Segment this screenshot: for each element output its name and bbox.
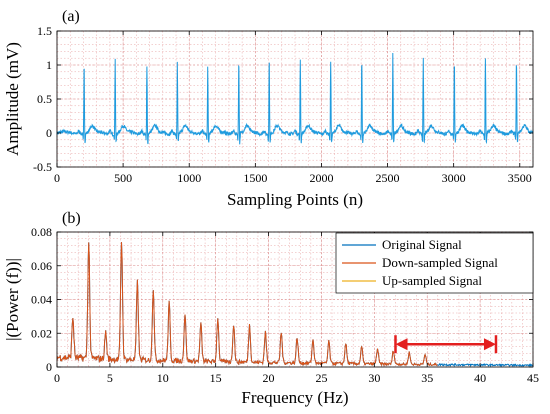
- legend-label-up-sampled: Up-sampled Signal: [382, 273, 482, 288]
- legend-label-original: Original Signal: [382, 237, 462, 252]
- b-y-tick-label: 0.06: [31, 259, 52, 273]
- b-x-tick-label: 45: [527, 371, 539, 385]
- b-x-tick-label: 40: [474, 371, 486, 385]
- b-x-tick-label: 10: [157, 371, 169, 385]
- a-x-tick-label: 1500: [243, 171, 267, 185]
- b-y-tick-label: 0: [46, 360, 52, 374]
- b-x-tick-label: 5: [107, 371, 113, 385]
- panel-a: (a) 0 500 1000 1500 2000 2500 3000 3500-0.500.5…: [3, 8, 534, 209]
- panel-b-y-axis-label: |(Power (f))|: [3, 258, 22, 341]
- a-y-tick-label: 1: [46, 58, 52, 72]
- a-x-tick-label: 1000: [177, 171, 201, 185]
- down-sampled-signal-line: [56, 242, 438, 367]
- panel-b: (b) 0 5 10 15 20 25 30 35 40 4500.020.040.060.08 …: [3, 210, 539, 407]
- panel-b-x-axis-label: Frequency (Hz): [241, 388, 348, 407]
- a-y-tick-label: 1.5: [37, 24, 52, 38]
- ecg-signal-line: [56, 52, 534, 145]
- bandwidth-arrow: [394, 335, 498, 354]
- arrow-head-left: [395, 338, 408, 351]
- a-x-tick-label: 3000: [442, 171, 466, 185]
- b-x-tick-label: 15: [210, 371, 222, 385]
- panel-a-x-axis-label: Sampling Points (n): [227, 190, 363, 209]
- legend-label-down-sampled: Down-sampled Signal: [382, 255, 498, 270]
- panel-b-label: (b): [62, 210, 81, 227]
- b-x-tick-label: 0: [54, 371, 60, 385]
- a-x-tick-label: 0: [54, 171, 60, 185]
- legend: Original Signal Down-sampled Signal Up-s…: [335, 232, 534, 294]
- b-x-tick-label: 35: [421, 371, 433, 385]
- b-x-tick-label: 20: [263, 371, 275, 385]
- b-y-tick-label: 0.02: [31, 326, 52, 340]
- a-x-tick-label: 2000: [309, 171, 333, 185]
- b-x-tick-label: 30: [368, 371, 380, 385]
- a-y-tick-label: 0.5: [37, 92, 52, 106]
- panel-a-y-axis-label: Amplitude (mV): [3, 42, 22, 156]
- panel-a-ticks: 0 500 1000 1500 2000 2500 3000 3500-0.500.511.5: [33, 24, 533, 185]
- a-x-tick-label: 3500: [508, 171, 532, 185]
- panel-a-label: (a): [62, 8, 80, 25]
- b-y-tick-label: 0.08: [31, 225, 52, 239]
- arrow-head-right: [483, 338, 496, 351]
- a-y-tick-label: -0.5: [33, 160, 52, 174]
- panel-a-grid: [56, 30, 534, 168]
- b-x-tick-label: 25: [315, 371, 327, 385]
- b-y-tick-label: 0.04: [31, 293, 52, 307]
- a-x-tick-label: 2500: [376, 171, 400, 185]
- a-y-tick-label: 0: [46, 126, 52, 140]
- a-x-tick-label: 500: [114, 171, 132, 185]
